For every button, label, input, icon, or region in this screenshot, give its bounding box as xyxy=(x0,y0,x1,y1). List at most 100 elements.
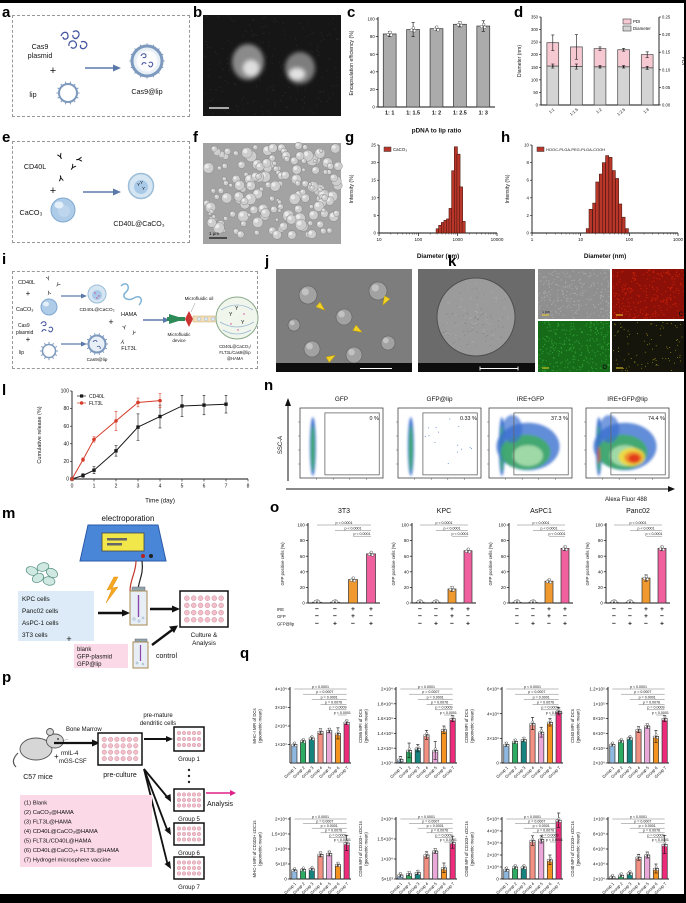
svg-text:−: − xyxy=(644,620,648,627)
svg-text:3×10⁴: 3×10⁴ xyxy=(487,841,499,846)
panel-h-chart: 0 2 4 6 8 10 1 10 100 1000 HOOC-PLGA-PEG-PLGA-COOH… xyxy=(502,137,684,261)
cas9lip-icon xyxy=(85,333,109,355)
lightning-icon xyxy=(105,576,119,604)
svg-text:5×10³: 5×10³ xyxy=(275,862,287,867)
svg-text:0: 0 xyxy=(503,601,506,606)
svg-text:−: − xyxy=(315,613,319,620)
cd40l-caco3-icon: YYY xyxy=(127,172,155,200)
svg-text:350: 350 xyxy=(531,15,539,20)
liposome-icon xyxy=(56,81,80,105)
svg-text:−: − xyxy=(315,606,319,613)
svg-text:GFP: GFP xyxy=(277,614,286,619)
svg-text:Y: Y xyxy=(122,325,127,332)
svg-text:p < 0.0001: p < 0.0001 xyxy=(440,711,457,715)
plus-sign: + xyxy=(50,185,56,197)
svg-text:p < 0.0001: p < 0.0001 xyxy=(418,815,435,819)
panel-label-f: f xyxy=(193,129,198,146)
svg-text:FLT3L: FLT3L xyxy=(121,346,137,352)
panel-label-g: g xyxy=(345,129,355,146)
svg-text:200: 200 xyxy=(531,52,539,57)
svg-text:Y: Y xyxy=(74,156,83,163)
svg-text:p = 0.0001: p = 0.0001 xyxy=(321,695,338,699)
svg-text:4×10⁴: 4×10⁴ xyxy=(593,746,605,751)
svg-text:p < 0.0001: p < 0.0001 xyxy=(540,527,557,531)
svg-text:GFP positive cells (%): GFP positive cells (%) xyxy=(585,542,590,586)
panel-n-flow-plots: SSC-A Alexa Fluor 488 GFP 0 % GFP@lip 0.33 % I… xyxy=(266,385,684,513)
svg-text:p = 0.0007: p = 0.0007 xyxy=(528,690,545,694)
svg-text:SSC-A: SSC-A xyxy=(278,436,284,454)
svg-text:CD86 MFI of CD103+ cDC1s: CD86 MFI of CD103+ cDC1s xyxy=(358,821,363,877)
svg-text:20: 20 xyxy=(371,160,376,165)
svg-text:5: 5 xyxy=(374,213,377,218)
svg-text:+: + xyxy=(54,752,59,761)
svg-text:GFP positive cells (%): GFP positive cells (%) xyxy=(280,542,285,586)
svg-text:Y: Y xyxy=(46,276,52,283)
svg-text:p = 0.0076: p = 0.0076 xyxy=(643,701,660,705)
svg-text:0: 0 xyxy=(71,484,74,490)
svg-text:10: 10 xyxy=(578,237,584,242)
svg-text:HAMA: HAMA xyxy=(121,312,137,318)
svg-text:−: − xyxy=(515,613,519,620)
svg-text:−: − xyxy=(434,613,438,620)
svg-text:PDI: PDI xyxy=(633,19,640,24)
svg-text:Y: Y xyxy=(137,182,140,187)
svg-text:8: 8 xyxy=(527,160,530,165)
panel-d-chart: 0 50 100 150 200 250 300 350 0.00 0.05 0.10 0.15 0.2… xyxy=(514,7,686,135)
svg-text:6: 6 xyxy=(527,178,530,183)
svg-text:PDI: PDI xyxy=(680,57,686,65)
panel-label-d: d xyxy=(514,4,524,21)
svg-text:Y: Y xyxy=(142,186,145,191)
svg-text:−: − xyxy=(434,606,438,613)
svg-text:1000: 1000 xyxy=(673,237,684,242)
svg-text:−: − xyxy=(612,606,616,613)
bottom-border xyxy=(0,894,684,903)
cas9lip-label: Cas9@lip xyxy=(131,87,162,96)
svg-text:p = 0.0009: p = 0.0009 xyxy=(541,833,558,837)
svg-text:250: 250 xyxy=(531,40,539,45)
svg-text:IRE: IRE xyxy=(277,607,284,612)
svg-text:p < 0.0001: p < 0.0001 xyxy=(353,532,370,536)
svg-text:control: control xyxy=(156,653,177,660)
svg-text:−: − xyxy=(547,620,551,627)
svg-text:+: + xyxy=(466,606,470,613)
svg-text:p < 0.0001: p < 0.0001 xyxy=(335,521,352,525)
cas9-plasmid-label: Cas9 xyxy=(32,42,49,51)
svg-text:+: + xyxy=(333,620,337,627)
svg-text:2×10⁴: 2×10⁴ xyxy=(381,687,393,692)
svg-text:p = 0.0009: p = 0.0009 xyxy=(647,833,664,837)
cd40l-label: CD40L xyxy=(24,162,46,171)
svg-text:1: 2: 1: 2 xyxy=(432,111,441,117)
svg-text:p = 0.0001: p = 0.0001 xyxy=(427,824,444,828)
svg-text:plasmid: plasmid xyxy=(28,51,53,60)
svg-text:(6) CD40L@CaCO₃+ FLT3L@HAMA: (6) CD40L@CaCO₃+ FLT3L@HAMA xyxy=(24,848,119,854)
svg-text:HOOC-PLGA-PEG-PLGA-COOH: HOOC-PLGA-PEG-PLGA-COOH xyxy=(546,147,605,152)
svg-text:Acc.V Spot Magn Det WD: Acc.V Spot Magn Det WD xyxy=(421,367,456,371)
svg-text:0.00: 0.00 xyxy=(662,103,671,108)
treatment-list-box xyxy=(74,644,128,668)
svg-text:2×10⁴: 2×10⁴ xyxy=(593,877,605,882)
svg-text:0: 0 xyxy=(527,231,530,236)
svg-text:p < 0.0001: p < 0.0001 xyxy=(630,815,647,819)
svg-text:FLT3L: FLT3L xyxy=(89,401,103,407)
svg-text:GFP@lip: GFP@lip xyxy=(77,662,102,668)
svg-text:−: − xyxy=(515,620,519,627)
svg-text:1×10⁴: 1×10⁴ xyxy=(381,761,393,766)
mouse-icon xyxy=(12,728,69,768)
panel-q-chart-mhc1-dcs: 1×10⁴ 2×10⁴ 3×10⁴ 4×10⁴ Group 1 Group 2 Group … xyxy=(250,651,356,789)
svg-text:1 μm: 1 μm xyxy=(209,231,219,236)
cuvette-icon xyxy=(129,586,148,626)
svg-text:+: + xyxy=(66,634,71,644)
svg-text:AsPC-1 cells: AsPC-1 cells xyxy=(22,620,59,627)
svg-text:Y: Y xyxy=(68,162,78,173)
svg-text:−: − xyxy=(466,613,470,620)
svg-text:80: 80 xyxy=(300,538,305,543)
svg-text:25: 25 xyxy=(371,143,376,148)
panel-label-e: e xyxy=(2,129,11,146)
svg-text:+: + xyxy=(563,606,567,613)
caco3-label: CaCO₃ xyxy=(20,208,43,217)
svg-text:(geometric mean): (geometric mean) xyxy=(469,709,474,743)
svg-text:4×10⁴: 4×10⁴ xyxy=(487,711,499,716)
